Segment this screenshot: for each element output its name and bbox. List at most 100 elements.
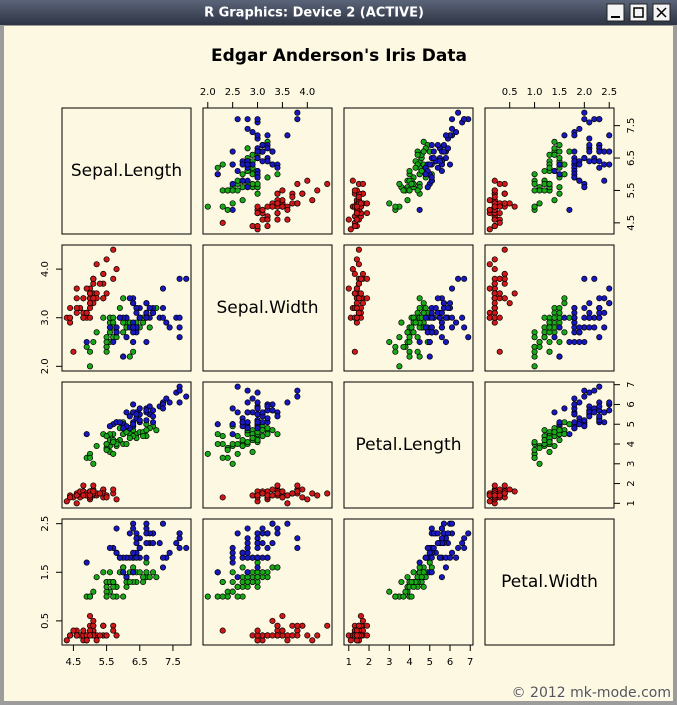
point xyxy=(418,574,425,581)
y-tick-label: 4.5 xyxy=(626,215,637,231)
point xyxy=(249,129,256,136)
point xyxy=(86,300,94,307)
point xyxy=(491,216,498,223)
point xyxy=(224,446,231,453)
point xyxy=(259,530,266,537)
point xyxy=(511,488,518,495)
point xyxy=(571,174,578,181)
point xyxy=(434,164,441,171)
point xyxy=(239,419,246,426)
point xyxy=(239,593,246,600)
panel-frame xyxy=(61,244,192,372)
point xyxy=(586,413,593,420)
point xyxy=(234,450,241,457)
point xyxy=(264,492,271,499)
point xyxy=(363,622,371,629)
point xyxy=(67,494,74,501)
point xyxy=(83,285,90,292)
point xyxy=(254,425,261,432)
point xyxy=(571,419,578,426)
point xyxy=(83,338,90,346)
window-buttons[interactable] xyxy=(606,3,671,22)
point xyxy=(486,314,493,321)
point xyxy=(123,334,130,341)
point xyxy=(73,632,80,639)
point xyxy=(491,193,498,200)
point xyxy=(279,488,286,495)
point xyxy=(486,285,493,292)
point xyxy=(224,187,231,194)
point xyxy=(67,304,74,312)
y-tick-label: 1 xyxy=(626,500,637,506)
point xyxy=(601,324,608,331)
minimize-button[interactable] xyxy=(606,3,625,22)
point xyxy=(546,180,553,188)
point xyxy=(120,353,127,360)
panel-frame xyxy=(202,244,333,372)
point xyxy=(546,448,553,455)
point xyxy=(551,324,558,331)
point xyxy=(80,627,87,634)
point xyxy=(96,280,104,287)
point xyxy=(536,338,543,346)
point xyxy=(106,544,113,552)
point xyxy=(143,314,150,321)
point xyxy=(386,338,393,346)
point xyxy=(86,593,94,600)
point xyxy=(244,409,251,416)
point xyxy=(486,197,493,204)
point xyxy=(110,338,117,346)
y-tick-label: 4.0 xyxy=(40,261,51,277)
window-title: R Graphics: Device 2 (ACTIVE) xyxy=(204,6,424,21)
point xyxy=(314,492,321,499)
point xyxy=(264,554,271,561)
point xyxy=(606,161,613,168)
point xyxy=(100,270,107,278)
point xyxy=(90,622,97,629)
point xyxy=(576,338,583,346)
point xyxy=(561,431,568,438)
y-tick-label: 2.5 xyxy=(40,516,51,532)
point xyxy=(159,564,167,571)
point xyxy=(386,588,393,595)
point xyxy=(239,564,246,571)
point xyxy=(264,425,271,432)
point xyxy=(496,290,503,297)
point xyxy=(576,177,583,184)
point xyxy=(561,161,568,168)
point xyxy=(596,148,603,155)
point xyxy=(284,399,291,406)
point xyxy=(351,223,358,230)
point xyxy=(434,530,441,537)
maximize-button[interactable] xyxy=(629,3,648,22)
point xyxy=(551,442,558,450)
y-tick-label: 5.5 xyxy=(626,182,637,198)
point xyxy=(274,190,281,197)
point xyxy=(259,148,266,155)
variable-label: Sepal.Width xyxy=(217,298,319,318)
point xyxy=(86,492,94,499)
point xyxy=(239,549,246,556)
point xyxy=(501,482,508,489)
y-tick-label: 5 xyxy=(626,421,637,427)
point xyxy=(254,223,261,230)
point xyxy=(400,343,407,350)
point xyxy=(601,161,608,168)
point xyxy=(229,206,236,213)
point xyxy=(249,161,256,168)
point xyxy=(176,314,183,321)
point xyxy=(556,148,563,155)
point xyxy=(571,338,578,346)
point xyxy=(274,564,281,571)
point xyxy=(448,285,456,292)
point xyxy=(426,161,433,168)
point xyxy=(204,203,211,210)
point xyxy=(229,405,236,412)
point xyxy=(309,197,316,204)
point xyxy=(491,314,498,321)
point xyxy=(428,174,435,181)
point xyxy=(546,164,553,171)
point xyxy=(254,148,261,155)
point xyxy=(566,338,573,346)
point xyxy=(140,574,147,581)
